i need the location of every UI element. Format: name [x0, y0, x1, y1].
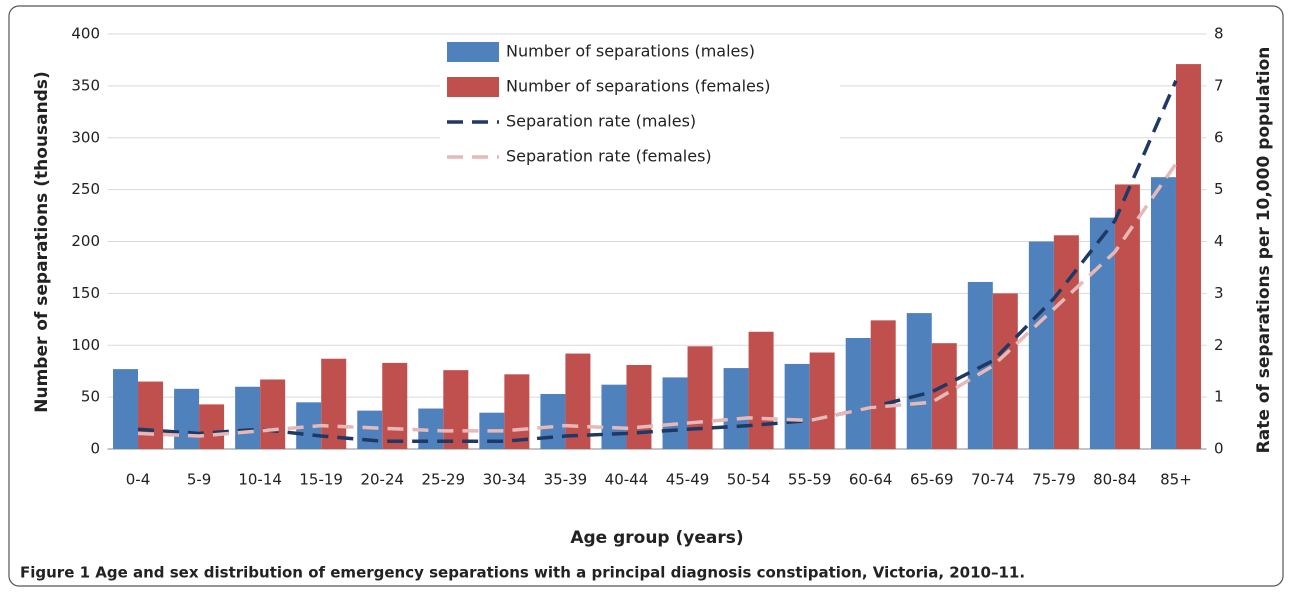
rate-line: [137, 162, 1178, 438]
bar: [784, 363, 810, 449]
y2-tick-label: 0: [1214, 440, 1224, 458]
bar: [504, 374, 530, 449]
y2-tick-label: 7: [1214, 76, 1224, 94]
x-tick-label: 85+: [1160, 471, 1192, 489]
x-tick-label: 25-29: [422, 471, 466, 489]
y-tick-label: 0: [90, 440, 100, 458]
legend-box: [440, 38, 840, 174]
x-tick-label: 45-49: [666, 471, 710, 489]
y2-tick-label: 8: [1214, 25, 1224, 43]
bar: [845, 337, 871, 449]
bar: [235, 386, 261, 449]
bar: [1150, 177, 1176, 450]
legend-label: Number of separations (males): [506, 42, 755, 61]
bar: [870, 320, 896, 449]
bar: [626, 364, 652, 449]
x-axis-title: Age group (years): [570, 528, 743, 548]
y2-tick-label: 6: [1214, 128, 1224, 146]
y-tick-label: 100: [71, 336, 100, 354]
bar: [321, 358, 347, 449]
legend-label: Separation rate (females): [506, 147, 712, 166]
legend-swatch: [447, 77, 499, 97]
x-tick-label: 30-34: [483, 471, 527, 489]
bar: [260, 379, 286, 449]
bar: [809, 352, 835, 449]
bar: [906, 313, 932, 449]
x-tick-label: 65-69: [910, 471, 954, 489]
bar: [382, 362, 408, 449]
x-tick-label: 80-84: [1093, 471, 1137, 489]
y-axis-title: Number of separations (thousands): [32, 71, 52, 413]
x-tick-label: 60-64: [849, 471, 893, 489]
x-tick-label: 40-44: [605, 471, 649, 489]
bar: [601, 384, 627, 449]
x-tick-label: 70-74: [971, 471, 1015, 489]
x-tick-label: 50-54: [727, 471, 771, 489]
bar: [723, 368, 749, 449]
x-tick-label: 0-4: [126, 471, 151, 489]
bar: [687, 346, 713, 449]
y-tick-label: 350: [71, 76, 100, 94]
legend-label: Number of separations (females): [506, 77, 770, 96]
bar: [1175, 64, 1201, 450]
y-tick-label: 150: [71, 284, 100, 302]
y-tick-label: 300: [71, 128, 100, 146]
bar: [540, 394, 566, 449]
bar: [1053, 235, 1079, 449]
y2-tick-label: 3: [1214, 284, 1224, 302]
bar: [662, 377, 688, 449]
x-tick-label: 15-19: [299, 471, 343, 489]
bar: [992, 293, 1018, 449]
y-tick-label: 250: [71, 180, 100, 198]
bar: [1028, 241, 1054, 449]
bar: [748, 331, 774, 449]
bar: [174, 388, 200, 449]
y2-tick-label: 4: [1214, 232, 1224, 250]
legend-label: Separation rate (males): [506, 112, 696, 131]
bar: [113, 369, 139, 449]
x-tick-label: 75-79: [1032, 471, 1076, 489]
bar: [443, 370, 469, 449]
frame: [8, 5, 1284, 587]
bar: [138, 381, 164, 449]
bar: [199, 404, 225, 449]
rate-line: [137, 79, 1178, 443]
y2-tick-label: 1: [1214, 388, 1224, 406]
x-tick-label: 5-9: [187, 471, 212, 489]
bar: [1089, 217, 1115, 449]
legend-swatch: [447, 42, 499, 62]
bar: [357, 410, 383, 449]
y-tick-label: 50: [81, 388, 100, 406]
bar: [1114, 184, 1140, 449]
bar: [565, 353, 591, 449]
x-tick-label: 35-39: [544, 471, 588, 489]
y2-tick-label: 2: [1214, 336, 1224, 354]
y2-tick-label: 5: [1214, 180, 1224, 198]
x-tick-label: 10-14: [238, 471, 282, 489]
y2-axis-title: Rate of separations per 10,000 populatio…: [1254, 47, 1274, 454]
caption: Figure 1 Age and sex distribution of eme…: [20, 564, 1025, 582]
x-tick-label: 20-24: [360, 471, 404, 489]
y-tick-label: 400: [71, 25, 100, 43]
y-tick-label: 200: [71, 232, 100, 250]
x-tick-label: 55-59: [788, 471, 832, 489]
